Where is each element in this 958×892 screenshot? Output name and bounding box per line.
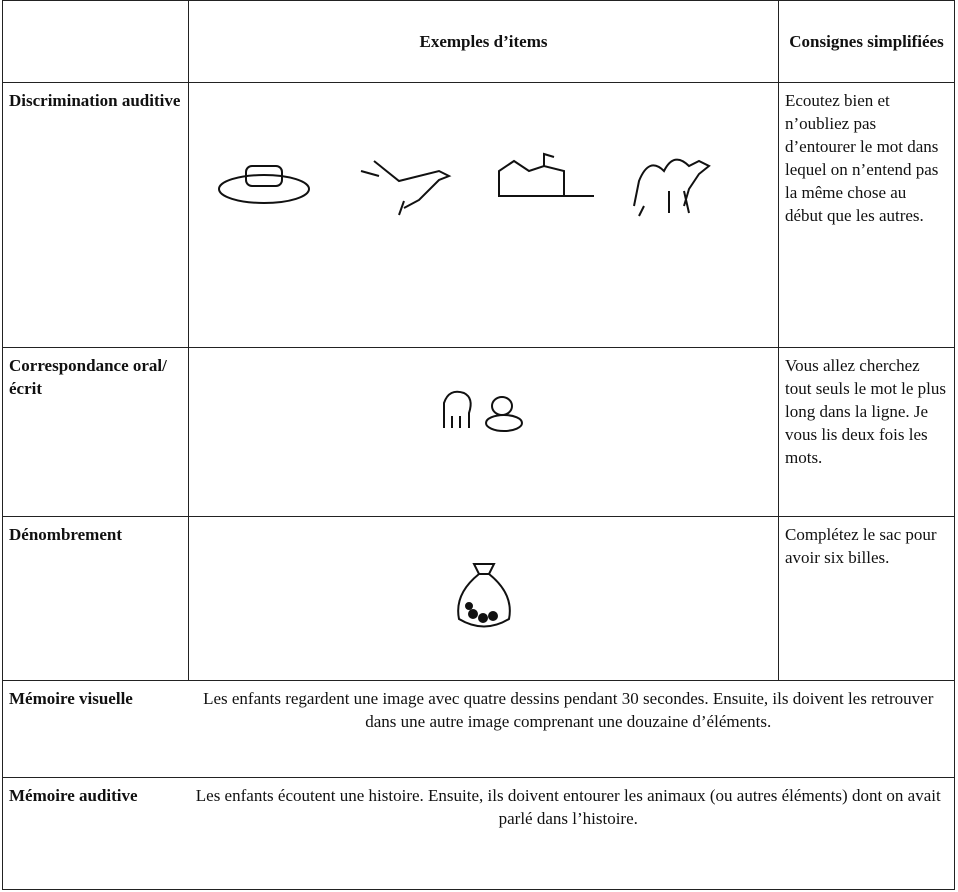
row: Mémoire auditive Les enfants écoutent un… xyxy=(2,777,955,890)
row-description: Les enfants écoutent une histoire. Ensui… xyxy=(188,777,955,890)
item-drawings xyxy=(442,390,523,432)
row-instructions: Ecoutez bien et n’oubliez pas d’entourer… xyxy=(778,82,955,348)
row: Dénombrement Complétez le sac pour avoir… xyxy=(2,516,955,681)
header-empty xyxy=(2,0,189,83)
row-instructions: Complétez le sac pour avoir six billes. xyxy=(778,516,955,681)
row-label: Discrimination auditive xyxy=(2,82,189,348)
header-row: Exemples d’items Consignes simplifiées xyxy=(2,0,955,83)
item-images xyxy=(188,516,779,681)
header-instructions: Consignes simplifiées xyxy=(778,0,955,83)
row: Mémoire visuelle Les enfants regardent u… xyxy=(2,680,955,778)
row: Discrimination auditive Ecoutez bien et … xyxy=(2,82,955,348)
item-drawings xyxy=(217,152,711,216)
row-instructions: Vous allez cherchez tout seuls le mot le… xyxy=(778,347,955,517)
header-items: Exemples d’items xyxy=(188,0,779,83)
row-label: Dénombrement xyxy=(2,516,189,681)
item-images xyxy=(188,347,779,517)
row-description: Les enfants regardent une image avec qua… xyxy=(188,680,955,778)
row-label: Mémoire auditive xyxy=(2,777,189,890)
row-label: Mémoire visuelle xyxy=(2,680,189,778)
item-drawings xyxy=(456,562,511,627)
row-label: Correspondance oral/écrit xyxy=(2,347,189,517)
row: Correspondance oral/écrit Vous allez che… xyxy=(2,347,955,517)
item-images xyxy=(188,82,779,348)
